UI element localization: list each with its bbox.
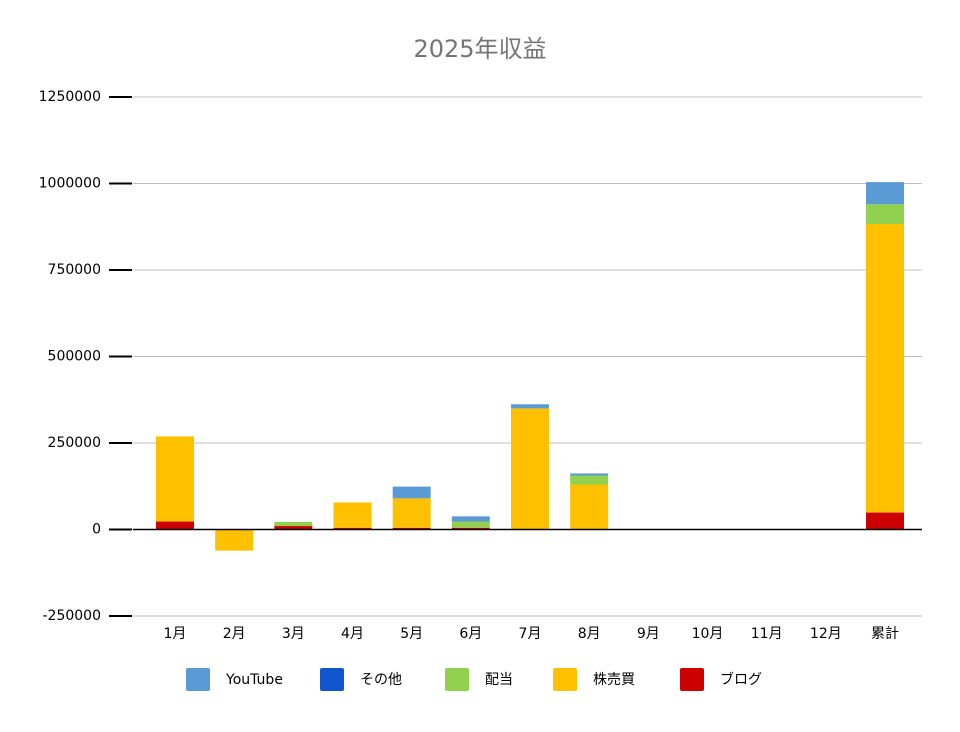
legend-swatch <box>445 668 469 691</box>
x-tick-label: 12月 <box>810 626 842 642</box>
bar-segment <box>155 436 194 522</box>
bar-segment <box>392 498 431 528</box>
y-tick-label: 1000000 <box>39 176 101 192</box>
legend-swatch <box>553 668 577 691</box>
bar-segment <box>333 527 372 530</box>
x-tick-label: 2月 <box>223 626 246 642</box>
bar-segment <box>392 486 431 499</box>
chart-title: 2025年収益 <box>413 35 546 63</box>
bar-segment <box>155 521 194 530</box>
x-tick-label: 7月 <box>519 626 542 642</box>
bar-segment <box>570 475 609 485</box>
bar-segment <box>866 223 905 513</box>
legend-label: 配当 <box>485 672 513 688</box>
bar-segment <box>274 521 313 527</box>
legend-swatch <box>320 668 344 691</box>
bar-segment <box>451 527 490 530</box>
x-tick-label: 5月 <box>400 626 423 642</box>
legend-swatch <box>186 668 210 691</box>
y-tick-label: 250000 <box>48 435 101 451</box>
x-tick-label: 3月 <box>282 626 305 642</box>
x-tick-label: 6月 <box>459 626 482 642</box>
bar-segment <box>866 512 905 530</box>
x-tick-label: 9月 <box>637 626 660 642</box>
legend-label: YouTube <box>225 672 283 688</box>
bar-segment <box>511 408 549 530</box>
legend-swatch <box>680 668 704 691</box>
legend-label: その他 <box>360 672 402 688</box>
bar-segment <box>570 473 609 476</box>
bar-segment <box>866 182 905 205</box>
x-tick-label: 8月 <box>578 626 601 642</box>
x-tick-label: 11月 <box>751 626 783 642</box>
bar-segment <box>451 521 490 528</box>
y-tick-label: 500000 <box>48 349 101 365</box>
bar-segment <box>511 404 549 409</box>
bar-segment <box>274 526 313 530</box>
bar-segment <box>333 502 372 528</box>
y-tick-label: 0 <box>92 522 101 538</box>
bar-segment <box>866 204 905 224</box>
bar-segment <box>570 484 609 530</box>
bar-segment <box>215 529 254 551</box>
legend-label: ブログ <box>720 671 762 688</box>
bar-segment <box>451 516 490 522</box>
legend-label: 株売買 <box>593 672 635 688</box>
x-tick-label: 1月 <box>164 626 187 642</box>
y-tick-label: -250000 <box>43 608 102 624</box>
x-tick-label: 累計 <box>871 626 899 642</box>
x-tick-label: 4月 <box>341 626 364 642</box>
y-tick-label: 750000 <box>48 262 101 278</box>
y-tick-label: 1250000 <box>39 89 101 105</box>
bar-segment <box>392 527 431 530</box>
x-tick-label: 10月 <box>692 626 724 642</box>
